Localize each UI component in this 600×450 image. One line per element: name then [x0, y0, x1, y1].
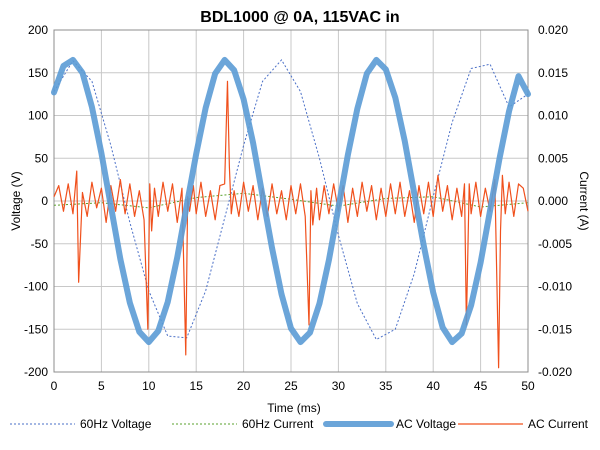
- x-tick-label: 35: [379, 379, 393, 393]
- y-left-tick-label: -150: [24, 322, 48, 336]
- y-right-tick-label: -0.020: [538, 365, 572, 379]
- y-left-tick-label: -100: [24, 280, 48, 294]
- y-left-tick-label: 0: [41, 194, 48, 208]
- x-tick-label: 25: [284, 379, 298, 393]
- x-tick-label: 20: [237, 379, 251, 393]
- y-left-tick-label: 150: [28, 66, 48, 80]
- y-left-tick-label: -200: [24, 365, 48, 379]
- series-line-ac-current: [53, 80, 529, 369]
- x-tick-label: 30: [332, 379, 346, 393]
- tick-labels: 0 5 10 15 20 25 30 35 40 45 50 200 150 100 50 0 -50 -100 -…: [24, 23, 572, 393]
- y-left-tick-label: 50: [35, 151, 49, 165]
- legend-label-60hz-current: 60Hz Current: [242, 417, 314, 431]
- x-tick-label: 45: [474, 379, 488, 393]
- y-right-tick-label: -0.005: [538, 237, 572, 251]
- legend-label-ac-current: AC Current: [528, 417, 589, 431]
- axes: [53, 29, 529, 373]
- legend-label-60hz-voltage: 60Hz Voltage: [80, 417, 152, 431]
- x-tick-label: 5: [98, 379, 105, 393]
- x-tick-label: 10: [142, 379, 156, 393]
- y-right-tick-label: 0.010: [538, 109, 568, 123]
- chart-title: BDL1000 @ 0A, 115VAC in: [200, 9, 399, 26]
- x-tick-label: 0: [51, 379, 58, 393]
- y-right-tick-label: 0.000: [538, 194, 568, 208]
- plot-frame: [53, 29, 529, 373]
- y-left-tick-label: 200: [28, 23, 48, 37]
- x-tick-label: 15: [190, 379, 204, 393]
- series-line-60hz-voltage: [53, 59, 529, 341]
- y-right-tick-label: 0.015: [538, 66, 568, 80]
- x-axis-label: Time (ms): [267, 401, 321, 415]
- series-line-ac-voltage: [51, 56, 531, 346]
- plot-area: [51, 56, 531, 369]
- y-left-tick-label: -50: [31, 237, 49, 251]
- x-tick-label: 50: [521, 379, 535, 393]
- x-tick-label: 40: [427, 379, 441, 393]
- y-right-tick-label: -0.010: [538, 280, 572, 294]
- legend: 60Hz Voltage 60Hz Current AC Voltage AC Cur…: [10, 417, 589, 431]
- y-right-tick-label: 0.020: [538, 23, 568, 37]
- y-right-tick-label: 0.005: [538, 151, 568, 165]
- legend-label-ac-voltage: AC Voltage: [396, 417, 456, 431]
- y-axis-left-label: Voltage (V): [9, 171, 23, 230]
- y-axis-right-label: Current (A): [577, 171, 591, 230]
- y-right-tick-label: -0.015: [538, 322, 572, 336]
- y-left-tick-label: 100: [28, 109, 48, 123]
